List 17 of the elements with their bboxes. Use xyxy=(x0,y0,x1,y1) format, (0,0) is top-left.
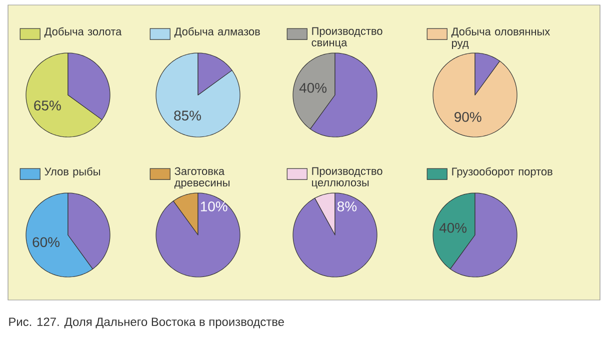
legend-label: Заготовка древесины xyxy=(174,167,230,189)
data-label: 8% xyxy=(337,201,357,212)
legend-label: Производство свинца xyxy=(312,27,382,48)
legend-label: Улов рыбы xyxy=(44,167,100,178)
legend-label: Добыча алмазов xyxy=(174,27,260,38)
legend-label: Добыча золота xyxy=(44,27,122,38)
text: Рис. 127. Доля Дальнего Востока в производстве xyxy=(9,318,284,328)
legend-label: Грузооборот портов xyxy=(452,167,552,178)
legend-label: Добыча оловянных руд xyxy=(451,27,550,50)
data-label: 90% xyxy=(454,112,482,122)
data-label: 40% xyxy=(439,222,467,233)
data-label: 10% xyxy=(200,201,228,212)
data-label: 85% xyxy=(174,110,201,121)
data-label: 40% xyxy=(299,82,326,93)
data-label: 65% xyxy=(34,100,61,110)
data-label: 60% xyxy=(32,237,60,248)
legend-label: Производство целлюлозы xyxy=(312,167,382,188)
